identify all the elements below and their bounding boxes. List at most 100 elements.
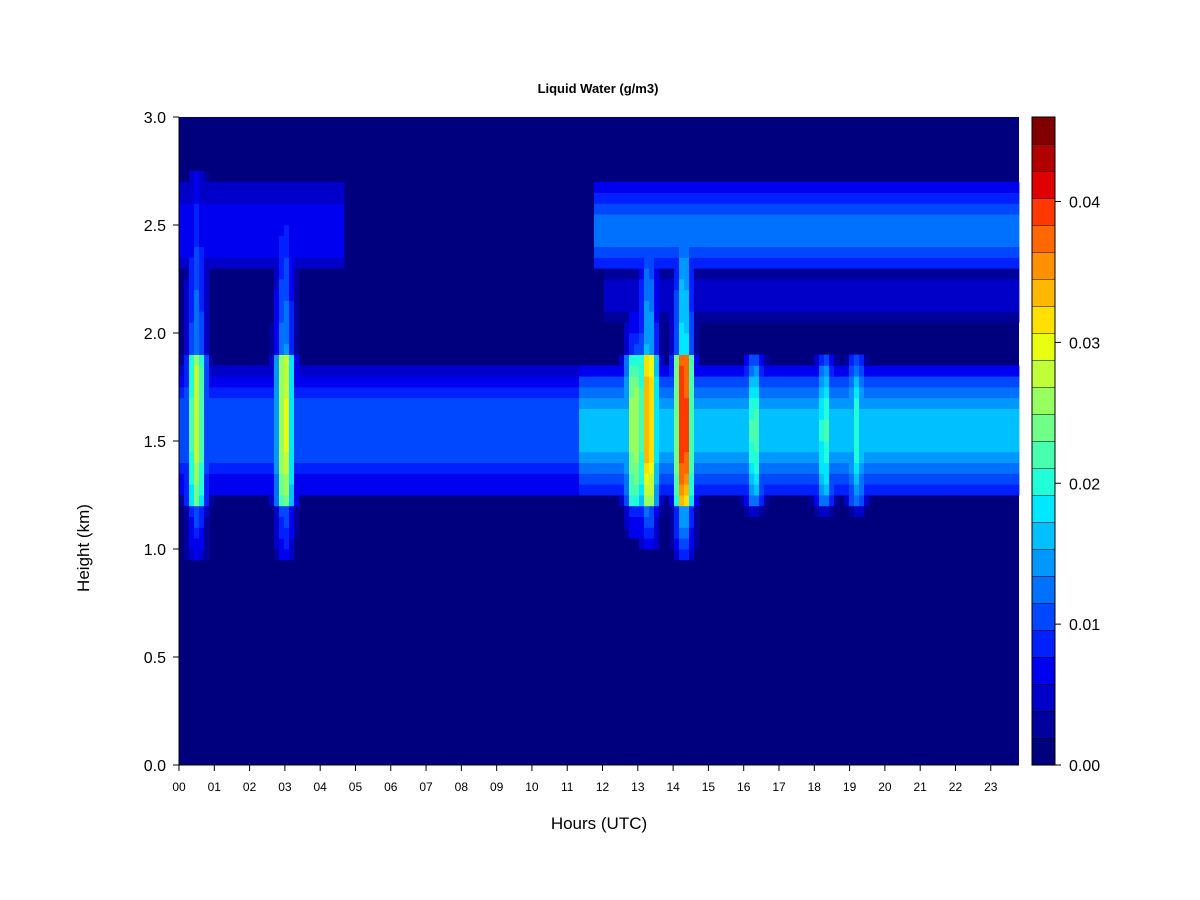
heatmap-cell — [814, 387, 820, 399]
heatmap-cell — [289, 246, 295, 258]
heatmap-cell — [509, 484, 515, 496]
heatmap-cell — [789, 311, 795, 323]
heatmap-cell — [409, 408, 415, 420]
heatmap-cell — [199, 549, 205, 561]
heatmap-cell — [209, 235, 215, 247]
heatmap-cell — [704, 289, 710, 301]
heatmap-cell — [304, 203, 310, 215]
heatmap-cell — [234, 203, 240, 215]
heatmap-cell — [219, 376, 225, 388]
heatmap-cell — [649, 192, 655, 204]
heatmap-cell — [634, 235, 640, 247]
heatmap-cell — [614, 268, 620, 280]
heatmap-cell — [494, 365, 500, 377]
heatmap-cell — [524, 419, 530, 431]
heatmap-cell — [864, 484, 870, 496]
heatmap-cell — [594, 225, 600, 237]
heatmap-cell — [649, 527, 655, 539]
heatmap-cell — [889, 235, 895, 247]
heatmap-cell — [994, 214, 1000, 226]
heatmap-cell — [794, 462, 800, 474]
heatmap-cell — [244, 441, 250, 453]
heatmap-cell — [644, 387, 650, 399]
heatmap-cell — [804, 279, 810, 291]
heatmap-cell — [269, 441, 275, 453]
heatmap-cell — [644, 333, 650, 345]
heatmap-cell — [849, 268, 855, 280]
heatmap-cell — [324, 408, 330, 420]
heatmap-cell — [189, 462, 195, 474]
heatmap-cell — [739, 495, 745, 507]
heatmap-cell — [819, 311, 825, 323]
heatmap-cell — [274, 181, 280, 193]
heatmap-cell — [644, 430, 650, 442]
heatmap-cell — [664, 246, 670, 258]
heatmap-cell — [834, 225, 840, 237]
heatmap-cell — [894, 484, 900, 496]
heatmap-cell — [854, 257, 860, 269]
heatmap-cell — [804, 268, 810, 280]
heatmap-cell — [699, 279, 705, 291]
heatmap-cell — [279, 192, 285, 204]
heatmap-cell — [314, 235, 320, 247]
heatmap-cell — [704, 246, 710, 258]
heatmap-cell — [894, 279, 900, 291]
heatmap-cell — [919, 257, 925, 269]
heatmap-cell — [214, 419, 220, 431]
heatmap-cell — [244, 408, 250, 420]
heatmap-cell — [554, 408, 560, 420]
heatmap-cell — [964, 451, 970, 463]
heatmap-cell — [504, 365, 510, 377]
heatmap-cell — [919, 181, 925, 193]
heatmap-cell — [904, 441, 910, 453]
heatmap-cell — [659, 408, 665, 420]
heatmap-cell — [469, 473, 475, 485]
heatmap-cell — [634, 451, 640, 463]
heatmap-cell — [289, 538, 295, 550]
heatmap-cell — [934, 397, 940, 409]
heatmap-cell — [939, 289, 945, 301]
heatmap-cell — [839, 246, 845, 258]
heatmap-cell — [249, 246, 255, 258]
heatmap-cell — [894, 365, 900, 377]
heatmap-cell — [529, 451, 535, 463]
heatmap-cell — [519, 376, 525, 388]
heatmap-cell — [369, 365, 375, 377]
heatmap-cell — [429, 387, 435, 399]
heatmap-cell — [569, 408, 575, 420]
heatmap-cell — [599, 257, 605, 269]
heatmap-cell — [284, 365, 290, 377]
heatmap-cell — [544, 441, 550, 453]
heatmap-cell — [804, 430, 810, 442]
heatmap-cell — [914, 214, 920, 226]
heatmap-cell — [969, 300, 975, 312]
heatmap-cell — [694, 495, 700, 507]
heatmap-cell — [839, 451, 845, 463]
heatmap-cell — [969, 408, 975, 420]
heatmap-cell — [184, 214, 190, 226]
heatmap-cell — [304, 484, 310, 496]
heatmap-cell — [314, 451, 320, 463]
heatmap-cell — [329, 462, 335, 474]
heatmap-cell — [519, 419, 525, 431]
heatmap-cell — [759, 192, 765, 204]
heatmap-cell — [989, 484, 995, 496]
heatmap-cell — [674, 268, 680, 280]
heatmap-cell — [629, 225, 635, 237]
heatmap-cell — [369, 376, 375, 388]
heatmap-cell — [869, 203, 875, 215]
heatmap-cell — [649, 279, 655, 291]
heatmap-cell — [649, 538, 655, 550]
heatmap-cell — [984, 300, 990, 312]
heatmap-cell — [764, 484, 770, 496]
heatmap-cell — [599, 214, 605, 226]
heatmap-cell — [314, 473, 320, 485]
heatmap-cell — [954, 408, 960, 420]
heatmap-cell — [859, 246, 865, 258]
heatmap-cell — [904, 311, 910, 323]
heatmap-cell — [769, 376, 775, 388]
heatmap-cell — [834, 462, 840, 474]
heatmap-cell — [724, 430, 730, 442]
heatmap-cell — [754, 441, 760, 453]
heatmap-cell — [929, 203, 935, 215]
